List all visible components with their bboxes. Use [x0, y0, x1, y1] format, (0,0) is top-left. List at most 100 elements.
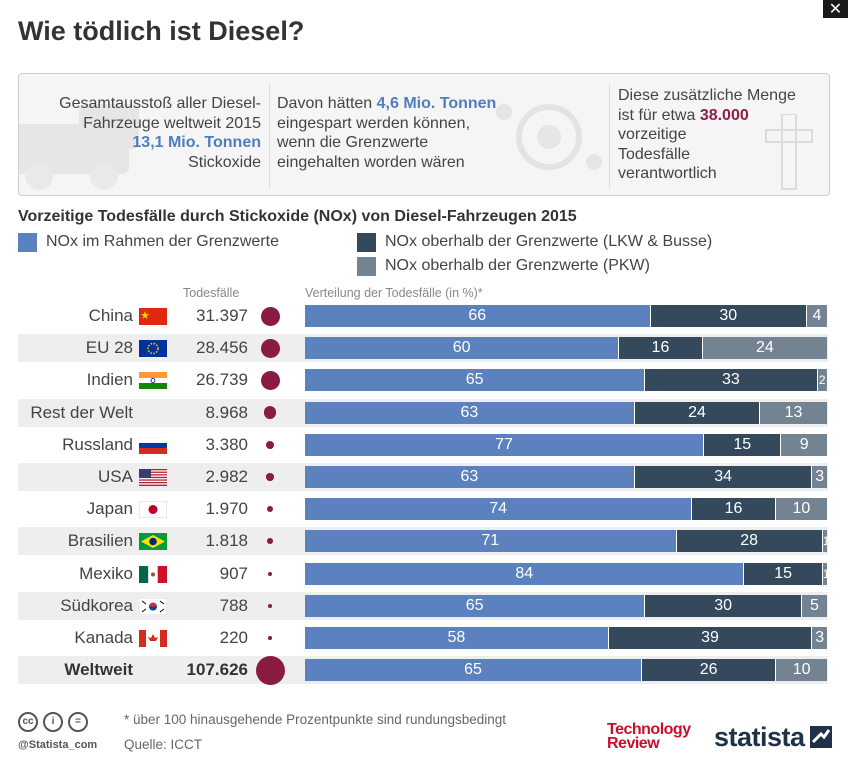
info-savings: Davon hätten 4,6 Mio. Tonnen eingespart …: [277, 74, 607, 195]
bar-segment-within: 77: [305, 433, 703, 456]
legend-swatch-within: [18, 233, 37, 252]
bar-segment-within: 63: [305, 466, 634, 488]
deaths-bubble: [260, 370, 280, 390]
bar-segment-truck-bus: 26: [640, 659, 776, 682]
deaths-value: 1.970: [205, 499, 248, 519]
table-row: EU 28 28.456 60 16 24: [18, 334, 828, 363]
info-highlight: 4,6 Mio. Tonnen: [376, 95, 497, 112]
source: Quelle: ICCT: [124, 737, 203, 752]
country-label: Indien: [86, 370, 133, 390]
table-row: Russland 3.380 77 15 9: [18, 431, 828, 459]
bar-segment-car: 24: [701, 337, 827, 360]
deaths-bubble: [263, 406, 277, 420]
table-row: Weltweit 107.626 65 26 10: [18, 655, 828, 685]
info-text: ist für etwa: [618, 106, 700, 124]
country-label: Weltweit: [64, 660, 133, 680]
flag-icon: [139, 372, 167, 390]
chart-title: Vorzeitige Todesfälle durch Stickoxide (…: [18, 208, 577, 225]
info-box: Gesamtausstoß aller Diesel- Fahrzeuge we…: [18, 73, 830, 196]
info-text: wenn die Grenzwerte: [277, 134, 429, 151]
country-label: Kanada: [74, 628, 133, 647]
deaths-bubble: [266, 506, 274, 513]
close-button[interactable]: ✕: [823, 0, 848, 18]
legend-swatch-car: [357, 257, 376, 276]
country-label: Mexiko: [79, 563, 133, 583]
table-row: Südkorea 788 65 30 5: [18, 591, 828, 620]
flag-icon: [139, 308, 167, 325]
info-text: Diese zusätzliche Menge: [618, 87, 796, 104]
deaths-value: 907: [219, 563, 248, 583]
table-row: Rest der Welt 8.968 63 24 13: [18, 398, 828, 427]
info-text: Davon hätten: [277, 95, 377, 112]
bar-segment-car: 10: [775, 659, 827, 682]
bar-column-header: Verteilung der Todesfälle (in %)*: [305, 286, 483, 300]
stacked-bar: 60 16 24: [305, 337, 827, 360]
flag-icon: [139, 630, 167, 647]
info-text: vorzeitige: [618, 126, 687, 143]
bar-segment-within: 58: [305, 627, 608, 649]
deaths-bubble: [266, 440, 274, 449]
bar-segment-truck-bus: 16: [691, 498, 775, 521]
table-row: Japan 1.970 74 16 10: [18, 495, 828, 523]
deaths-bubble: [268, 603, 272, 608]
bar-segment-car: 3: [811, 627, 827, 649]
country-label: Südkorea: [60, 595, 133, 615]
info-text: Todesfälle: [618, 145, 691, 163]
country-label: EU 28: [85, 338, 133, 358]
flag-icon: [139, 597, 167, 615]
bar-segment-within: 84: [305, 562, 744, 585]
noderivs-icon: =: [68, 712, 88, 732]
bar-segment-car: 5: [800, 594, 827, 617]
table-row: Brasilien 1.818 71281: [18, 527, 828, 556]
bar-segment-within: 66: [305, 305, 650, 327]
info-deaths: Diese zusätzliche Menge ist für etwa 38.…: [618, 74, 829, 195]
stacked-bar: 74 16 10: [305, 498, 827, 521]
legend-label-car: NOx oberhalb der Grenzwerte (PKW): [385, 257, 650, 274]
deaths-value: 8.968: [205, 402, 248, 422]
bar-segment-car: 13: [759, 401, 827, 424]
info-text: Fahrzeuge weltweit 2015: [83, 114, 261, 132]
statista-icon: [810, 726, 832, 748]
info-text: eingespart werden können,: [277, 114, 471, 132]
bar-segment-within: 65: [305, 594, 645, 617]
deaths-value: 28.456: [196, 338, 248, 358]
flag-icon: [139, 469, 167, 486]
deaths-value: 220: [219, 628, 248, 647]
info-highlight: 38.000: [699, 106, 749, 124]
flag-icon: [139, 436, 167, 454]
legend-label-within: NOx im Rahmen der Grenzwerte: [46, 233, 279, 250]
bar-segment-within: 60: [305, 337, 619, 360]
truck-illustration: [19, 104, 139, 190]
stacked-bar: 58 39 3: [305, 627, 827, 649]
statista-logo: statista: [714, 722, 805, 752]
info-text: Gesamtausstoß aller Diesel-: [59, 95, 261, 112]
table-row: China 31.397 66 30 4: [18, 302, 828, 330]
deaths-bubble: [268, 636, 272, 640]
grave-cross-illustration: [765, 114, 813, 190]
bar-segment-truck-bus: 33: [644, 369, 817, 392]
bar-segment-truck-bus: 30: [649, 305, 807, 327]
country-label: Japan: [86, 499, 133, 519]
legend-swatch-truck-bus: [357, 233, 376, 252]
stacked-bar: 65 33 2: [305, 369, 827, 392]
legend-label-truck-bus: NOx oberhalb der Grenzwerte (LKW & Busse…: [385, 233, 713, 250]
bar-segment-within: 74: [305, 498, 692, 521]
deaths-bubble: [266, 473, 274, 481]
bar-segment-within: 65: [305, 659, 641, 682]
bar-segment-truck-bus: 16: [618, 337, 702, 360]
stacked-bar: 65 26 10: [305, 659, 827, 682]
bar-segment-truck-bus: 24: [633, 401, 760, 424]
deaths-value: 2.982: [205, 467, 248, 486]
page-title: Wie tödlich ist Diesel?: [18, 16, 305, 46]
bar-segment-car: 2: [816, 369, 827, 392]
country-label: China: [88, 306, 133, 325]
deaths-value: 1.818: [205, 531, 248, 551]
bar-segment-car: 10: [774, 498, 827, 521]
deaths-value: 26.739: [196, 370, 248, 390]
deaths-bubble: [255, 655, 285, 685]
deaths-value: 107.626: [186, 660, 248, 680]
technology-review-logo: Technology Review: [607, 721, 691, 752]
divider: [269, 84, 271, 187]
attribution-icon: i: [43, 712, 63, 732]
bar-segment-truck-bus: 39: [607, 627, 812, 649]
